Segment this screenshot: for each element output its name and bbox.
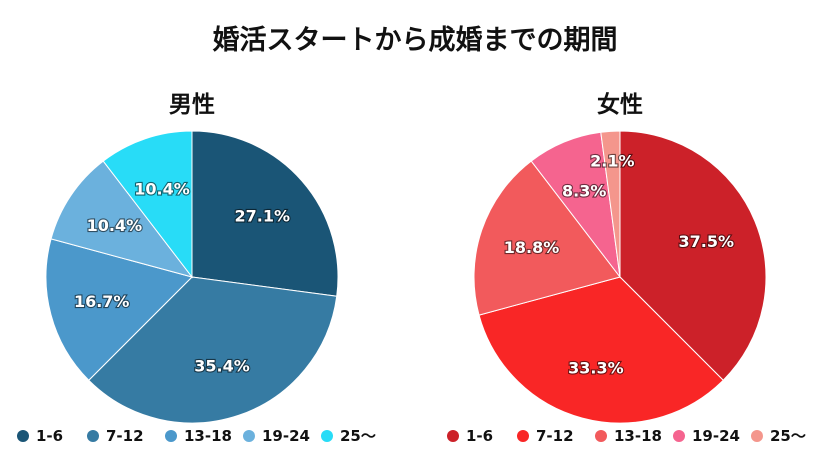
legend-marker-female-4: [751, 430, 763, 442]
legend-label-male-4: 25〜: [340, 427, 376, 445]
legend-marker-male-2: [165, 430, 177, 442]
legend-label-female-0: 1-6: [466, 427, 493, 445]
pie-slice-female-2: [473, 160, 621, 316]
slice-label-male-3: 10.4%: [87, 216, 143, 235]
legend-marker-male-0: [17, 430, 29, 442]
legend-marker-female-2: [595, 430, 607, 442]
legend-label-male-0: 1-6: [36, 427, 63, 445]
pie-slice-male-3: [50, 160, 194, 278]
slice-label-male-0: 27.1%: [235, 206, 291, 225]
pie-slice-male-2: [45, 238, 193, 381]
legend-marker-male-3: [243, 430, 255, 442]
pie-slices-female: [473, 130, 767, 424]
legend-marker-male-1: [87, 430, 99, 442]
legend-label-male-1: 7-12: [106, 427, 144, 445]
pie-slice-male-0: [191, 130, 339, 297]
legend-label-female-1: 7-12: [536, 427, 574, 445]
legend-label-female-3: 19-24: [692, 427, 740, 445]
pie-slice-male-1: [88, 276, 338, 424]
legend-marker-male-4: [321, 430, 333, 442]
legend-marker-female-0: [447, 430, 459, 442]
legend-marker-female-3: [673, 430, 685, 442]
legend-marker-female-1: [517, 430, 529, 442]
chart-title: 婚活スタートから成婚までの期間: [213, 25, 618, 56]
pie-slice-female-4: [600, 130, 621, 278]
pie-chart-male: 男性 27.1% 35.4% 16.7% 10.4% 10.4% 1-6 7-12 13-1…: [17, 92, 376, 445]
pie-chart-female: 女性 37.5%33.3%18.8%8.3%2.1% 1-6 7-12 13-18 1…: [447, 91, 806, 445]
pie-labels-male: 27.1% 35.4% 16.7% 10.4% 10.4%: [73, 178, 291, 376]
pie-slice-female-0: [619, 130, 767, 381]
slice-label-male-2: 16.7%: [74, 292, 130, 311]
slice-label-male-4: 10.4%: [134, 180, 190, 199]
legend-female: 1-6 7-12 13-18 19-24 25〜: [447, 427, 806, 445]
legend-label-male-3: 19-24: [262, 427, 310, 445]
pie-slice-female-1: [478, 276, 724, 424]
slice-label-female-1: 33.3%: [568, 358, 624, 377]
pie-labels-female: 37.5% 33.3% 18.8% 8.3% 2.1%: [503, 150, 736, 378]
pie-slice-male-4: [102, 130, 193, 279]
legend-male: 1-6 7-12 13-18 19-24 25〜: [17, 427, 376, 445]
pie-title-male: 男性: [169, 92, 215, 118]
slice-label-female-4: 2.1%: [590, 152, 634, 171]
pie-title-female: 女性: [597, 91, 643, 118]
pie-slices-male: [45, 130, 339, 424]
slice-label-male-1: 35.4%: [194, 357, 250, 376]
slice-label-female-0: 37.5%: [679, 232, 735, 251]
slice-label-female-2: 18.8%: [504, 238, 560, 257]
slice-label-female-3: 8.3%: [562, 182, 606, 201]
legend-label-female-4: 25〜: [770, 427, 806, 445]
legend-label-female-2: 13-18: [614, 427, 662, 445]
legend-label-male-2: 13-18: [184, 427, 232, 445]
